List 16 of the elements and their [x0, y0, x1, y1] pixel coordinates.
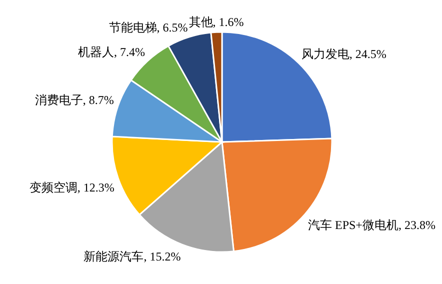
- data-label: , 1.6%: [212, 15, 244, 30]
- data-label: , 15.2%: [144, 249, 181, 264]
- slice-label: 节能电梯: [108, 20, 157, 34]
- slice-label: 变频空调: [29, 180, 78, 195]
- data-label: , 7.4%: [114, 44, 146, 59]
- slice-label: 机器人: [78, 44, 114, 59]
- slice-label: 汽车 EPS+微电机: [308, 218, 398, 232]
- slice-label: 消费电子: [34, 92, 83, 107]
- slice-label: 其他: [188, 15, 213, 30]
- data-label: , 6.5%: [156, 20, 188, 34]
- slice-label: 风力发电: [301, 47, 350, 62]
- slice-label: 新能源汽车: [84, 249, 144, 264]
- data-label: , 12.3%: [77, 180, 114, 195]
- data-label: , 8.7%: [82, 92, 114, 107]
- data-label: , 23.8%: [398, 218, 436, 232]
- data-label: , 24.5%: [349, 47, 386, 62]
